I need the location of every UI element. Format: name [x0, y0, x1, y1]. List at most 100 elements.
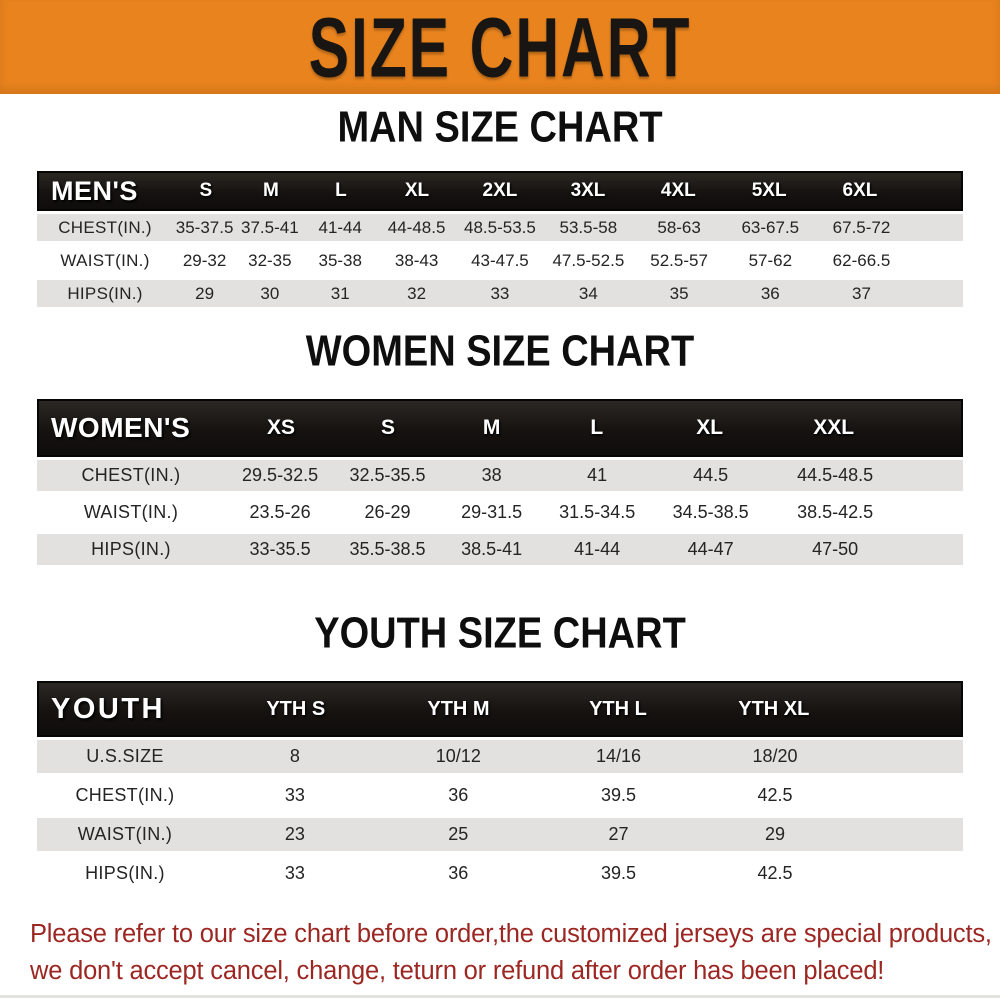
column-header-cell: 4XL	[660, 180, 696, 201]
table-cell: 8	[289, 746, 300, 766]
column-header-cell: L	[335, 180, 347, 201]
section-women: WOMEN SIZE CHART WOMEN'S XS S M L XL XXL CHEST(…	[0, 328, 1000, 568]
table-corner-label: WOMEN'S	[51, 412, 191, 443]
row-label: HIPS(IN.)	[67, 283, 143, 303]
row-label: CHEST(IN.)	[75, 785, 175, 805]
table-cell: 29	[764, 824, 785, 844]
column-header-cell: S	[199, 180, 213, 201]
table-row: HIPS(IN.) 33 36 39.5 42.5	[37, 854, 963, 893]
column-header-cell: L	[590, 416, 604, 439]
column-header-cell: 6XL	[842, 180, 878, 201]
table-cell: 41-44	[574, 539, 621, 559]
size-table-men: MEN'S S M L XL 2XL 3XL 4XL 5XL 6XL CHEST(IN.) 35-37…	[37, 171, 963, 310]
table-cell: 34	[578, 283, 598, 303]
table-cell: 62-66.5	[832, 250, 891, 270]
table-cell: 29-31.5	[461, 502, 523, 522]
size-table-youth: YOUTH YTH S YTH M YTH L YTH XL U.S.SIZE 8 10/12…	[37, 681, 963, 893]
table-cell: 10/12	[435, 746, 481, 766]
table-cell: 32.5-35.5	[349, 465, 426, 485]
table-cell: 29.5-32.5	[242, 465, 319, 485]
column-header-cell: S	[380, 416, 395, 439]
row-label: WAIST(IN.)	[83, 502, 179, 522]
section-youth: YOUTH SIZE CHART YOUTH YTH S YTH M YTH L YTH…	[0, 610, 1000, 893]
table-cell: 57-62	[748, 250, 793, 270]
table-cell: 36	[760, 283, 780, 303]
row-label: WAIST(IN.)	[60, 250, 150, 270]
table-cell: 67.5-72	[832, 217, 891, 237]
banner: SIZE CHART	[0, 0, 1000, 94]
table-cell: 41-44	[318, 217, 362, 237]
section-men: MAN SIZE CHART MEN'S S M L XL 2XL 3XL 4XL 5XL 6XL…	[0, 104, 1000, 310]
banner-title: SIZE CHART	[308, 0, 692, 95]
table-cell: 33-35.5	[249, 539, 311, 559]
table-corner-label: MEN'S	[51, 175, 138, 206]
row-label: HIPS(IN.)	[91, 539, 171, 559]
table-cell: 36	[448, 863, 469, 883]
table-cell: 63-67.5	[741, 217, 800, 237]
table-header-row: YOUTH YTH S YTH M YTH L YTH XL	[37, 681, 963, 737]
table-row: CHEST(IN.) 35-37.5 37.5-41 41-44 44-48.5 48.5…	[37, 211, 963, 244]
disclaimer-line1: Please refer to our size chart before or…	[30, 920, 992, 948]
table-cell: 44-47	[687, 539, 734, 559]
table-cell: 41	[587, 465, 608, 485]
table-cell: 48.5-53.5	[464, 217, 536, 237]
table-cell: 39.5	[600, 863, 637, 883]
table-cell: 33	[284, 863, 305, 883]
table-cell: 42.5	[757, 863, 793, 883]
row-label: CHEST(IN.)	[58, 217, 152, 237]
table-cell: 43-47.5	[471, 250, 529, 270]
men-section-title: MAN SIZE CHART	[337, 104, 663, 152]
table-cell: 23.5-26	[249, 502, 311, 522]
column-header-cell: YTH XL	[738, 697, 810, 720]
table-cell: 33	[284, 785, 305, 805]
row-label: HIPS(IN.)	[85, 863, 165, 883]
table-cell: 33	[490, 283, 510, 303]
table-cell: 38.5-41	[461, 539, 523, 559]
table-row: WAIST(IN.) 23 25 27 29	[37, 815, 963, 854]
table-cell: 35-38	[318, 250, 362, 270]
table-cell: 39.5	[600, 785, 637, 805]
table-cell: 31	[330, 283, 350, 303]
table-cell: 32-35	[248, 250, 292, 270]
column-header-cell: M	[482, 416, 501, 439]
table-row: HIPS(IN.) 33-35.5 35.5-38.5 38.5-41 41-44 44-…	[37, 531, 963, 568]
table-cell: 52.5-57	[650, 250, 708, 270]
table-cell: 31.5-34.5	[559, 502, 636, 522]
column-header-cell: YTH L	[589, 697, 647, 720]
table-cell: 58-63	[657, 217, 701, 237]
disclaimer-line2: we don't accept cancel, change, teturn o…	[30, 957, 885, 985]
table-row: U.S.SIZE 8 10/12 14/16 18/20	[37, 737, 963, 776]
table-cell: 25	[448, 824, 469, 844]
table-corner-label: YOUTH	[51, 692, 165, 725]
table-cell: 29	[195, 283, 215, 303]
column-header-cell: M	[262, 180, 279, 201]
table-cell: 36	[448, 785, 469, 805]
youth-section-title: YOUTH SIZE CHART	[314, 610, 686, 658]
table-cell: 44-48.5	[387, 217, 446, 237]
women-section-title: WOMEN SIZE CHART	[305, 328, 695, 376]
table-row: WAIST(IN.) 23.5-26 26-29 29-31.5 31.5-34.5 34…	[37, 494, 963, 531]
table-cell: 18/20	[752, 746, 798, 766]
table-cell: 37	[852, 283, 871, 303]
column-header-cell: 5XL	[751, 180, 787, 201]
table-cell: 38	[481, 465, 502, 485]
table-header-row: WOMEN'S XS S M L XL XXL	[37, 399, 963, 457]
column-header-cell: YTH S	[266, 697, 326, 720]
table-cell: 34.5-38.5	[672, 502, 749, 522]
table-cell: 27	[608, 824, 629, 844]
table-cell: 14/16	[595, 746, 642, 766]
table-cell: 53.5-58	[559, 217, 618, 237]
table-cell: 44.5	[693, 465, 729, 485]
row-label: WAIST(IN.)	[77, 824, 173, 844]
size-table-women: WOMEN'S XS S M L XL XXL CHEST(IN.) 29.5-32.5 32.5…	[37, 399, 963, 568]
column-header-cell: XL	[404, 180, 430, 201]
column-header-cell: XS	[267, 416, 296, 439]
row-label: U.S.SIZE	[86, 746, 164, 766]
column-header-cell: 2XL	[482, 180, 518, 201]
disclaimer-text: Please refer to our size chart before or…	[30, 916, 995, 990]
table-row: CHEST(IN.) 33 36 39.5 42.5	[37, 776, 963, 815]
table-cell: 37.5-41	[241, 217, 299, 237]
table-row: HIPS(IN.) 29 30 31 32 33 34 35 36 37	[37, 277, 963, 310]
table-cell: 44.5-48.5	[797, 465, 874, 485]
